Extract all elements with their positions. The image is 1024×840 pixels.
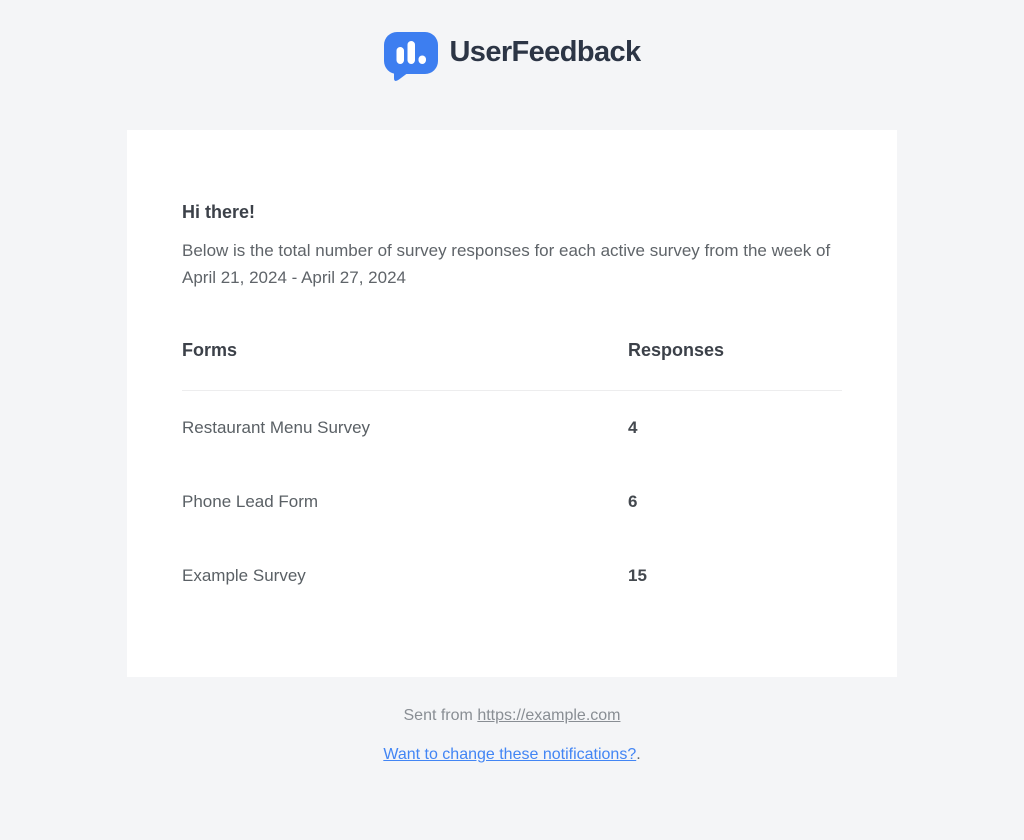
form-name: Phone Lead Form	[182, 492, 319, 511]
sent-from-link[interactable]: https://example.com	[477, 707, 621, 724]
brand-wordmark: UserFeedback	[449, 35, 641, 68]
greeting-text: Hi there!	[182, 202, 256, 222]
email-footer: Sent from https://example.com Want to ch…	[0, 705, 1024, 766]
form-name: Restaurant Menu Survey	[182, 418, 371, 437]
table-row: Example Survey 15	[182, 539, 842, 613]
form-name: Example Survey	[182, 566, 306, 585]
brand-header: UserFeedback	[0, 0, 1024, 86]
sent-from-label: Sent from	[403, 707, 478, 724]
table-row: Phone Lead Form 6	[182, 465, 842, 539]
table-header-row: Forms Responses	[182, 338, 842, 362]
intro-text: Below is the total number of survey resp…	[182, 241, 831, 287]
change-notifications-line: Want to change these notifications?.	[0, 744, 1024, 766]
column-header-forms: Forms	[182, 340, 238, 360]
response-count: 6	[628, 492, 638, 511]
responses-table: Forms Responses Restaurant Menu Survey 4…	[182, 338, 842, 613]
sent-from-line: Sent from https://example.com	[0, 705, 1024, 727]
table-header-divider	[182, 390, 842, 391]
change-notifications-link[interactable]: Want to change these notifications?	[383, 746, 637, 763]
table-row: Restaurant Menu Survey 4	[182, 391, 842, 465]
userfeedback-logo-icon	[384, 32, 439, 81]
email-card: Hi there! Below is the total number of s…	[127, 130, 897, 677]
column-header-responses: Responses	[628, 340, 725, 360]
change-notifications-suffix: .	[636, 746, 641, 763]
response-count: 15	[628, 566, 647, 585]
response-count: 4	[628, 418, 638, 437]
